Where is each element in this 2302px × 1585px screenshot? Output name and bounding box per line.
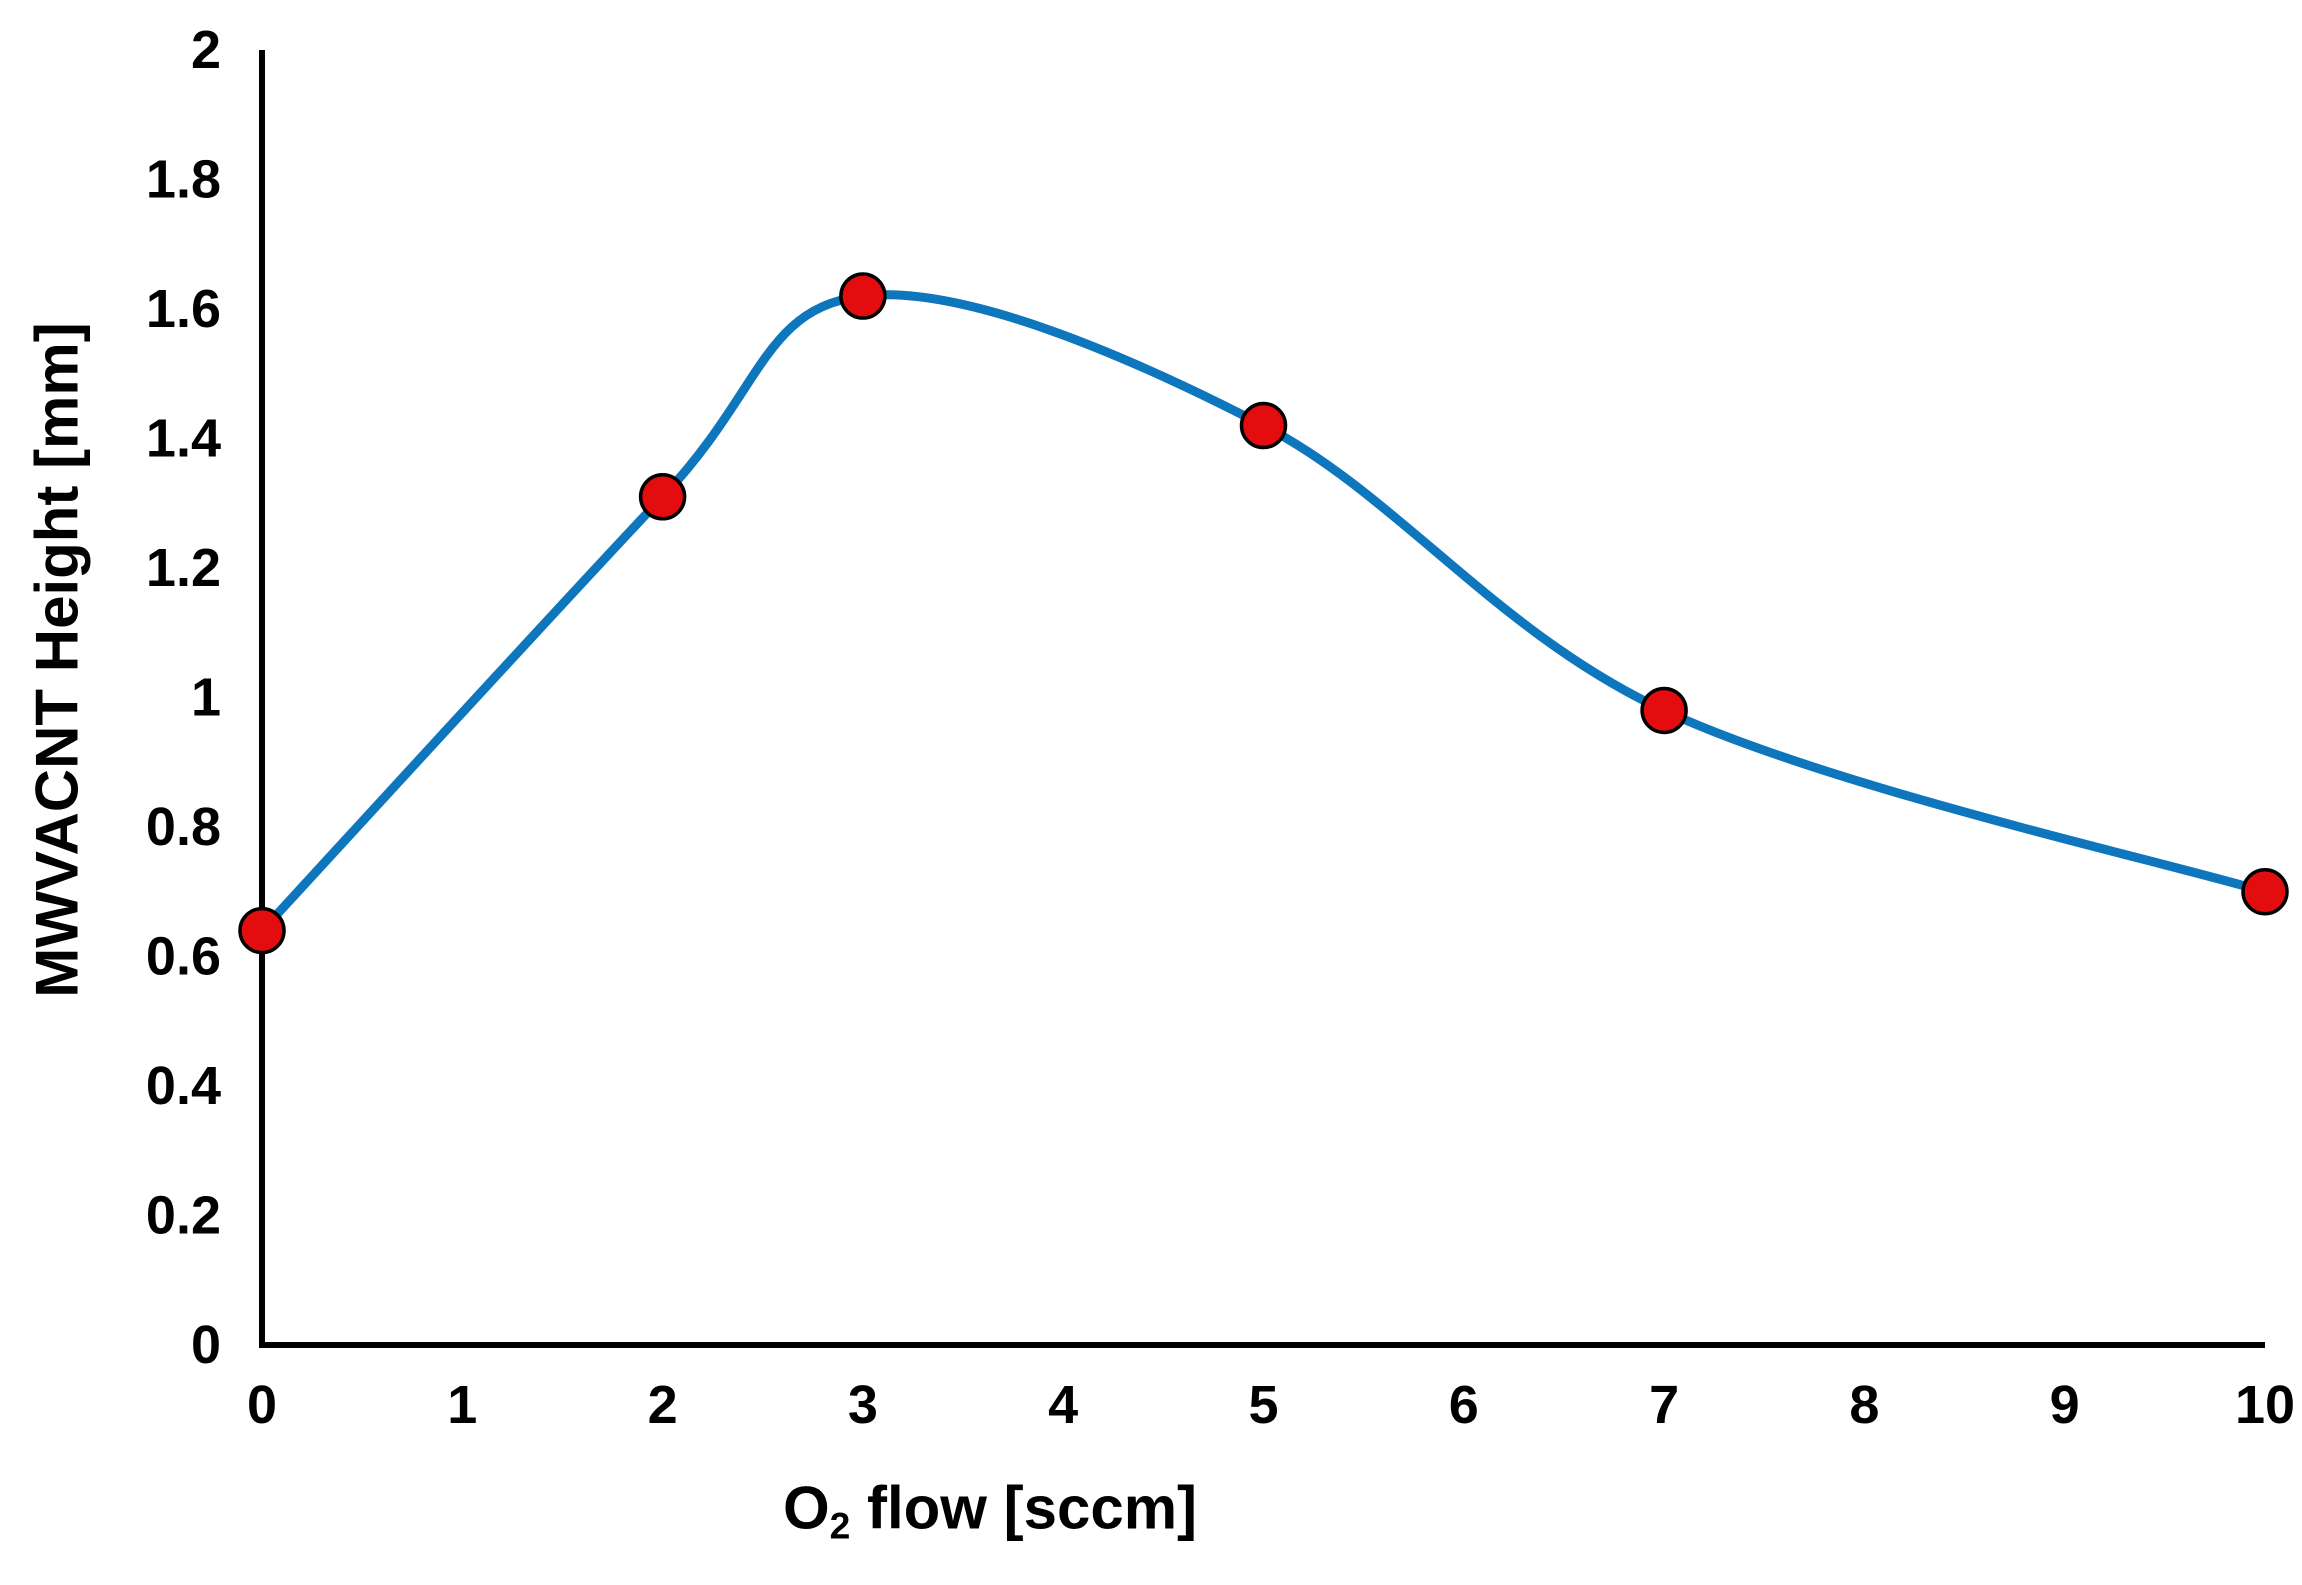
x-tick-label: 3 <box>848 1375 878 1435</box>
data-point-marker <box>1640 686 1688 735</box>
y-tick-label: 1.4 <box>146 409 221 469</box>
y-tick-label: 0 <box>191 1315 221 1375</box>
x-tick-label: 9 <box>2050 1375 2080 1435</box>
x-tick-label: 10 <box>2235 1375 2295 1435</box>
x-axis-title-element: O <box>782 1474 830 1542</box>
y-tick-label: 0.8 <box>146 797 221 857</box>
y-axis-title: MWVACNT Height [mm] <box>23 322 91 998</box>
x-tick-label: 7 <box>1649 1375 1679 1435</box>
data-point-marker <box>2241 868 2289 916</box>
x-tick-label: 8 <box>1849 1375 1879 1435</box>
x-axis-title-subscript: 2 <box>829 1504 851 1547</box>
x-tick-label: 1 <box>447 1375 477 1435</box>
data-point-marker <box>839 272 887 320</box>
y-tick-label: 1.8 <box>146 150 221 210</box>
x-axis-title-rest: flow [sccm] <box>850 1474 1198 1542</box>
x-tick-label: 0 <box>247 1375 277 1435</box>
x-axis-title: O2 flow [sccm] <box>782 1474 1198 1547</box>
y-tick-label: 0.6 <box>146 927 221 987</box>
x-tick-label: 2 <box>648 1375 678 1435</box>
axes-lines <box>259 50 2265 1348</box>
y-tick-label: 1.2 <box>146 538 221 598</box>
x-tick-label: 4 <box>1048 1375 1078 1435</box>
data-point-marker <box>1239 401 1288 450</box>
x-tick-label: 5 <box>1248 1375 1278 1435</box>
y-tick-label: 0.2 <box>146 1186 221 1246</box>
y-tick-label: 0.4 <box>146 1056 221 1116</box>
y-tick-label: 1.6 <box>146 279 221 339</box>
data-point-marker <box>638 473 687 521</box>
y-tick-label: 1 <box>191 668 221 728</box>
data-point-marker <box>238 906 286 955</box>
y-tick-label: 2 <box>191 20 221 80</box>
series-line <box>257 290 2270 936</box>
x-tick-label: 6 <box>1449 1375 1479 1435</box>
